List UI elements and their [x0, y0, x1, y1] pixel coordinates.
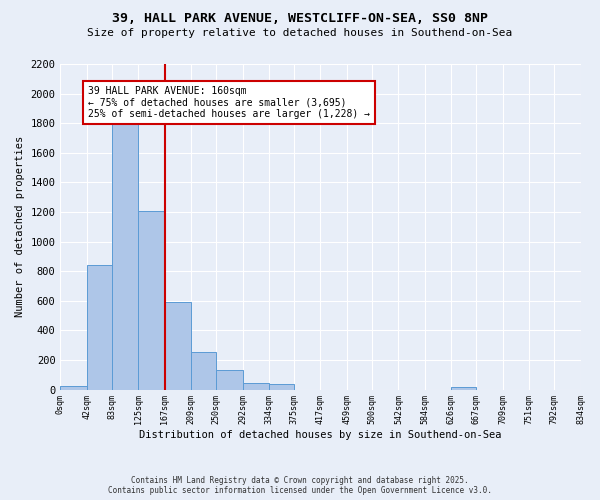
Bar [269, 384, 294, 390]
Bar [139, 210, 164, 390]
Y-axis label: Number of detached properties: Number of detached properties [15, 136, 25, 318]
Text: Contains HM Land Registry data © Crown copyright and database right 2025.
Contai: Contains HM Land Registry data © Crown c… [108, 476, 492, 495]
Bar [191, 352, 217, 390]
Text: 39, HALL PARK AVENUE, WESTCLIFF-ON-SEA, SS0 8NP: 39, HALL PARK AVENUE, WESTCLIFF-ON-SEA, … [112, 12, 488, 26]
Bar [86, 264, 112, 390]
Bar [112, 120, 139, 390]
Bar [164, 302, 191, 390]
Bar [451, 388, 476, 390]
Bar [242, 383, 269, 390]
Bar [61, 386, 86, 390]
Text: 39 HALL PARK AVENUE: 160sqm
← 75% of detached houses are smaller (3,695)
25% of : 39 HALL PARK AVENUE: 160sqm ← 75% of det… [88, 86, 370, 120]
Text: Size of property relative to detached houses in Southend-on-Sea: Size of property relative to detached ho… [88, 28, 512, 38]
Bar [217, 370, 242, 390]
X-axis label: Distribution of detached houses by size in Southend-on-Sea: Distribution of detached houses by size … [139, 430, 502, 440]
